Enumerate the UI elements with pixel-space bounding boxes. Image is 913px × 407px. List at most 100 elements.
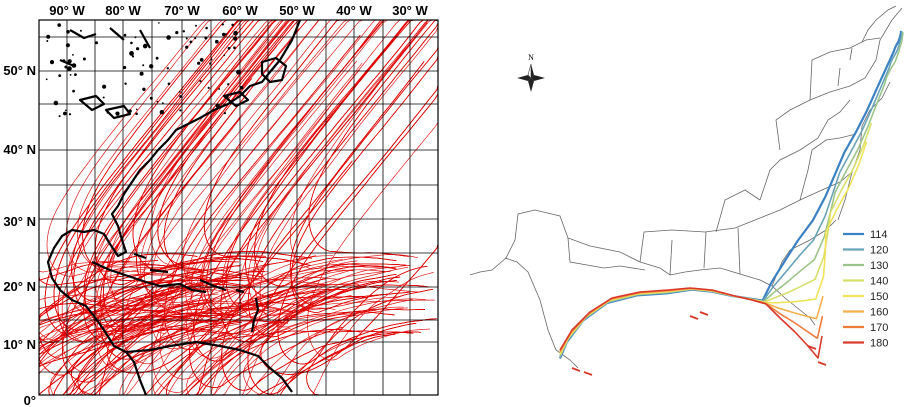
storm-track: [38, 326, 155, 375]
storm-track: [95, 19, 323, 373]
coastal-segment: [807, 345, 817, 350]
storm-track: [106, 19, 283, 308]
lake-mark: [106, 111, 109, 114]
lake-mark: [227, 46, 231, 50]
storm-track: [225, 19, 410, 311]
storm-track: [186, 308, 280, 396]
lake-mark: [102, 84, 107, 89]
legend-item: 180: [843, 338, 888, 350]
lake-mark: [233, 36, 238, 41]
lake-mark: [136, 108, 138, 111]
lake-mark: [136, 47, 140, 51]
lake-mark: [67, 66, 72, 71]
us-state-outlines: [469, 5, 903, 369]
coast-outline: [133, 252, 169, 274]
lake-mark: [58, 74, 62, 77]
lake-mark: [179, 95, 183, 98]
legend-label: 140: [870, 276, 888, 288]
lake-mark: [205, 26, 208, 30]
contour-114: [558, 30, 903, 359]
storm-track: [38, 272, 274, 325]
storm-track: [221, 306, 404, 396]
lake-mark: [227, 83, 230, 86]
latitude-label: 40° N: [3, 142, 36, 157]
lake-mark: [63, 111, 67, 116]
lake-mark: [135, 112, 138, 116]
lake-mark: [149, 64, 154, 69]
legend-item: 130: [843, 260, 888, 272]
coast-outline: [250, 297, 260, 333]
lake-mark: [45, 78, 48, 81]
coast-outline: [59, 27, 151, 68]
storm-track: [44, 19, 241, 335]
longitude-label: 40° W: [336, 3, 372, 18]
coastal-segment: [689, 315, 699, 320]
storm-track: [259, 26, 439, 328]
lake-mark: [222, 32, 226, 37]
storm-track: [220, 19, 424, 342]
wind-speed-contour-map: N 114 120 130 140 150 160 170 180: [469, 5, 904, 376]
storm-track: [247, 85, 439, 395]
lake-mark: [231, 23, 234, 27]
storm-track: [241, 266, 409, 396]
lake-mark: [65, 43, 70, 48]
contour-170: [559, 287, 824, 352]
lake-mark: [74, 73, 77, 76]
storm-track: [193, 19, 415, 362]
coast-outline: [260, 56, 288, 84]
storm-track: [182, 19, 351, 292]
storm-track: [222, 19, 401, 318]
lake-mark: [115, 111, 120, 116]
lake-mark: [239, 85, 244, 90]
lake-mark: [226, 95, 229, 99]
lake-mark: [65, 109, 67, 112]
storm-track: [65, 19, 212, 280]
storm-track: [76, 301, 215, 396]
storm-track: [211, 294, 352, 396]
longitude-label: 70° W: [164, 3, 200, 18]
storm-track: [193, 329, 361, 396]
lake-mark: [155, 56, 159, 60]
lake-mark: [233, 30, 238, 36]
storm-track: [57, 19, 262, 342]
latitude-label: 10° N: [3, 337, 36, 352]
lake-mark: [69, 74, 72, 76]
lake-mark: [97, 96, 100, 99]
lake-mark: [124, 82, 127, 85]
storm-track: [93, 284, 325, 396]
coastal-segment: [583, 371, 593, 376]
storm-track: [77, 19, 223, 279]
storm-track: [94, 19, 250, 285]
lake-mark: [53, 100, 59, 106]
contour-130: [559, 32, 904, 357]
storm-track: [247, 23, 439, 338]
lake-mark: [215, 39, 219, 44]
storm-track: [73, 19, 255, 316]
lake-mark: [131, 55, 135, 58]
lake-mark: [197, 61, 201, 65]
storm-track: [53, 19, 240, 331]
storm-track: [38, 253, 198, 320]
storm-track: [71, 290, 197, 396]
lake-mark: [72, 54, 74, 56]
storm-track: [38, 323, 190, 367]
lake-mark: [185, 37, 188, 40]
lake-mark: [224, 33, 227, 36]
lake-mark: [189, 40, 193, 44]
storm-track: [253, 19, 429, 311]
storm-track: [82, 19, 227, 272]
storm-track: [276, 331, 388, 396]
legend-item: 140: [843, 276, 888, 288]
legend-label: 114: [870, 229, 888, 241]
latitude-labels: 50° N 40° N 30° N 20° N 10° N 0°: [3, 63, 36, 407]
storm-track: [79, 320, 239, 396]
storm-track: [197, 256, 397, 396]
storm-track: [38, 329, 217, 359]
legend-label: 160: [870, 307, 888, 319]
storm-track: [254, 19, 409, 287]
lake-mark: [62, 59, 66, 63]
lake-mark: [57, 23, 61, 27]
lake-mark: [223, 112, 226, 115]
lake-mark: [166, 35, 171, 40]
storm-track: [100, 19, 291, 333]
